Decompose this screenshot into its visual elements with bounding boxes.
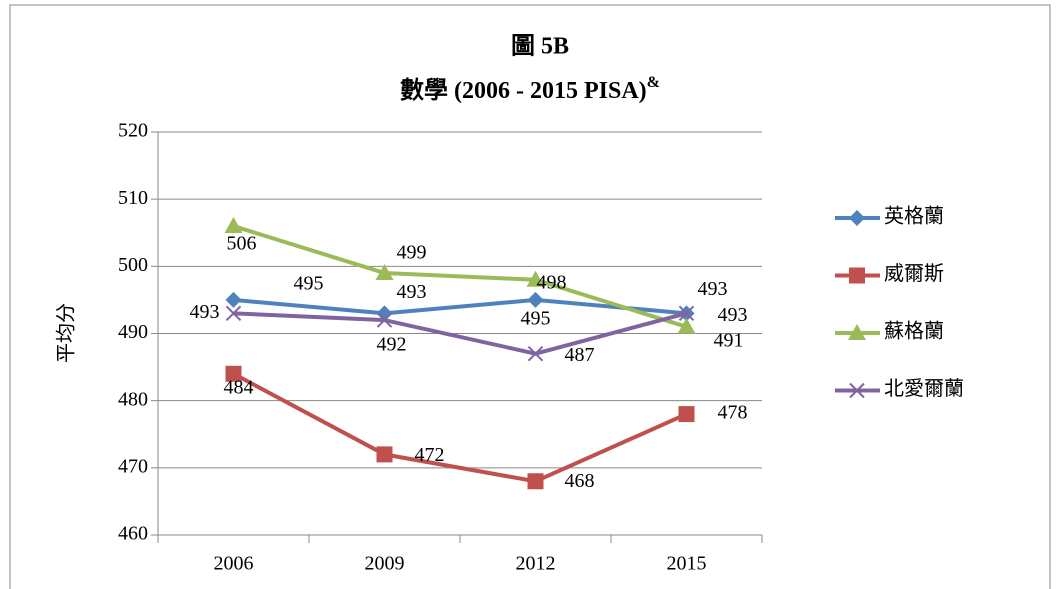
data-label: 484 — [224, 376, 254, 398]
marker — [376, 312, 393, 328]
data-label: 493 — [397, 281, 427, 303]
marker — [375, 264, 394, 281]
data-label: 478 — [718, 402, 748, 424]
marker — [224, 217, 243, 234]
legend-label: 北愛爾蘭 — [884, 377, 964, 400]
data-label: 493 — [698, 278, 728, 300]
y-tick-label: 510 — [118, 187, 148, 209]
x-tick-label: 2009 — [365, 553, 405, 575]
series-line — [233, 297, 687, 316]
legend-label: 威爾斯 — [884, 262, 944, 285]
marker — [849, 382, 865, 399]
y-tick-label: 520 — [118, 120, 148, 142]
data-label: 487 — [565, 344, 595, 366]
marker — [527, 473, 544, 490]
marker — [849, 210, 865, 226]
data-label: 468 — [565, 470, 595, 492]
marker — [527, 345, 544, 362]
legend-label: 蘇格蘭 — [884, 320, 944, 343]
marker — [225, 365, 242, 382]
chart-subtitle: 數學 (2006 - 2015 PISA)& — [400, 74, 660, 104]
marker — [527, 291, 544, 308]
y-tick-label: 460 — [118, 523, 148, 545]
x-tick-label: 2012 — [516, 553, 556, 575]
marker — [677, 317, 696, 334]
marker — [526, 270, 545, 287]
subtitle-text: 數學 (2006 - 2015 PISA) — [400, 76, 647, 104]
x-tick-label: 2006 — [214, 553, 254, 575]
y-tick-label: 500 — [118, 254, 148, 276]
marker — [225, 305, 242, 322]
data-label: 472 — [415, 444, 445, 466]
y-tick-label: 470 — [118, 455, 148, 477]
marker — [225, 291, 242, 308]
y-axis-label: 平均分 — [55, 303, 78, 363]
data-label: 492 — [377, 334, 407, 356]
marker — [678, 406, 695, 423]
data-label: 495 — [521, 308, 551, 330]
data-label: 493 — [190, 301, 220, 323]
subtitle-superscript: & — [647, 74, 660, 91]
marker — [849, 267, 865, 284]
data-label: 499 — [397, 242, 427, 264]
data-label: 498 — [537, 271, 567, 293]
data-label: 495 — [294, 273, 324, 295]
legend-label: 英格蘭 — [884, 205, 944, 228]
marker — [376, 446, 393, 463]
series-line — [232, 224, 688, 329]
data-label: 506 — [227, 233, 257, 255]
data-label: 493 — [718, 304, 748, 326]
chart-title: 圖 5B — [511, 34, 569, 60]
y-tick-label: 480 — [118, 388, 148, 410]
marker — [678, 305, 695, 322]
data-label: 491 — [714, 329, 744, 351]
series-line — [232, 372, 688, 484]
chart-frame — [9, 4, 1051, 589]
marker — [848, 324, 866, 340]
x-tick-label: 2015 — [667, 553, 707, 575]
y-tick-label: 490 — [118, 321, 148, 343]
series-line — [233, 311, 688, 356]
